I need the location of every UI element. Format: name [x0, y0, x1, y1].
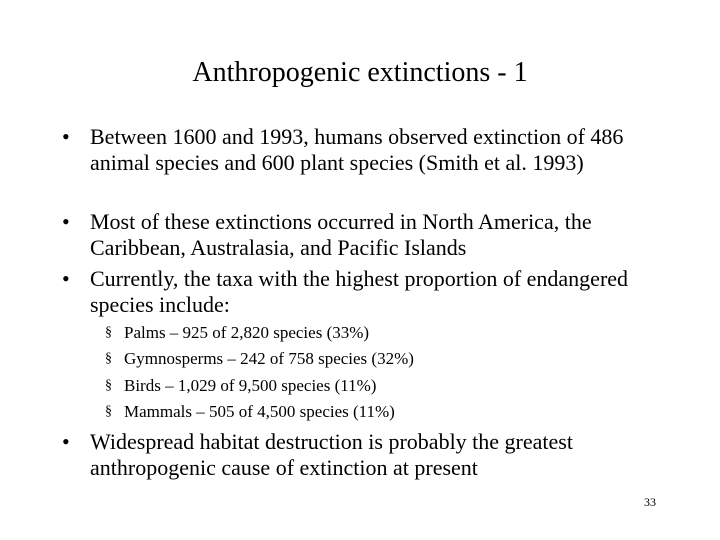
sub-bullet: Gymnosperms – 242 of 758 species (32%)	[105, 348, 624, 370]
bullet: Between 1600 and 1993, humans observed e…	[62, 124, 650, 176]
sub-bullet: Palms – 925 of 2,820 species (33%)	[105, 322, 624, 344]
bullet: Currently, the taxa with the highest pro…	[62, 266, 650, 318]
bullet: Widespread habitat destruction is probab…	[62, 429, 650, 481]
slide-title: Anthropogenic extinctions - 1	[192, 57, 528, 88]
sub-bullet: Birds – 1,029 of 9,500 species (11%)	[105, 375, 624, 397]
sub-bullet: Mammals – 505 of 4,500 species (11%)	[105, 401, 624, 423]
page-number: 33	[644, 495, 656, 509]
bullet: Most of these extinctions occurred in No…	[62, 209, 650, 261]
